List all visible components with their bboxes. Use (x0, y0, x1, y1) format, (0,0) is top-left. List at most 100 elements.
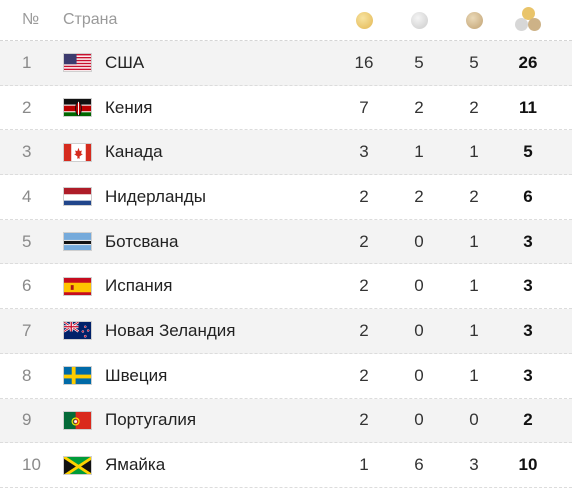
rank-cell: 1 (22, 52, 32, 72)
table-row: 1 США 16 5 5 26 (0, 41, 572, 86)
usa-flag-icon (63, 53, 92, 73)
silver-count: 1 (414, 142, 424, 162)
flag-cell (63, 309, 92, 353)
silver-column-header (399, 0, 439, 40)
table-row: 4 Нидерланды 2 2 2 6 (0, 175, 572, 220)
table-row: 9 Португалия 2 0 0 2 (0, 398, 572, 444)
table-header: № Страна (0, 0, 572, 41)
total-count: 3 (523, 365, 533, 385)
rank-cell: 4 (22, 186, 32, 206)
netherlands-flag-icon (63, 187, 92, 207)
silver-count: 6 (414, 455, 424, 475)
country-name: Испания (105, 276, 173, 296)
gold-count: 3 (359, 142, 369, 162)
bronze-count: 2 (469, 97, 479, 117)
bronze-count: 1 (469, 142, 479, 162)
bronze-count: 5 (469, 52, 479, 72)
total-count: 3 (523, 276, 533, 296)
bronze-medal-icon (465, 11, 483, 29)
table-row: 10 Ямайка 1 6 3 10 (0, 443, 572, 488)
silver-count: 5 (414, 52, 424, 72)
bronze-count: 1 (469, 276, 479, 296)
silver-count: 0 (414, 410, 424, 430)
flag-cell (63, 399, 92, 443)
canada-flag-icon (63, 142, 92, 162)
rank-cell: 3 (22, 142, 32, 162)
total-count: 11 (519, 97, 537, 117)
country-name: Новая Зеландия (105, 320, 236, 340)
silver-medal-icon (410, 11, 428, 29)
gold-count: 7 (359, 97, 369, 117)
botswana-flag-icon (63, 232, 92, 252)
flag-cell (63, 264, 92, 308)
rank-cell: 7 (22, 320, 32, 340)
total-count: 3 (523, 231, 533, 251)
gold-medal-icon (355, 11, 373, 29)
total-count: 6 (523, 186, 533, 206)
bronze-count: 1 (469, 231, 479, 251)
spain-flag-icon (63, 276, 92, 296)
rank-cell: 10 (22, 455, 41, 475)
country-name: США (105, 52, 145, 72)
bronze-count: 0 (469, 410, 479, 430)
silver-count: 0 (414, 320, 424, 340)
total-count: 2 (523, 410, 533, 430)
table-row: 2 Кения 7 2 2 11 (0, 86, 572, 131)
table-row: 5 Ботсвана 2 0 1 3 (0, 219, 572, 265)
gold-count: 2 (359, 231, 369, 251)
total-count: 5 (523, 142, 533, 162)
gold-count: 2 (359, 410, 369, 430)
country-name: Нидерланды (105, 186, 206, 206)
rank-cell: 8 (22, 365, 32, 385)
rank-cell: 6 (22, 276, 32, 296)
flag-cell (63, 41, 92, 85)
bronze-count: 1 (469, 320, 479, 340)
total-count: 26 (518, 52, 538, 72)
gold-count: 2 (359, 365, 369, 385)
bronze-count: 1 (469, 365, 479, 385)
sweden-flag-icon (63, 366, 92, 386)
portugal-flag-icon (63, 410, 92, 430)
country-name: Ямайка (105, 455, 166, 475)
rank-column-header: № (22, 11, 40, 28)
kenya-flag-icon (63, 98, 92, 118)
gold-column-header (344, 0, 384, 40)
silver-count: 2 (414, 186, 424, 206)
flag-cell (63, 443, 92, 487)
rank-cell: 5 (22, 231, 32, 251)
country-name: Португалия (105, 410, 197, 430)
country-name: Кения (105, 97, 153, 117)
table-row: 6 Испания 2 0 1 3 (0, 264, 572, 310)
country-name: Ботсвана (105, 231, 179, 251)
country-column-header: Страна (63, 11, 118, 28)
rank-cell: 2 (22, 97, 32, 117)
total-column-header (508, 0, 548, 40)
gold-count: 16 (354, 52, 374, 72)
table-row: 8 Швеция 2 0 1 3 (0, 354, 572, 399)
bronze-count: 2 (469, 186, 479, 206)
flag-cell (63, 354, 92, 398)
total-medals-icon (515, 7, 541, 33)
total-count: 10 (518, 455, 538, 475)
silver-count: 0 (414, 231, 424, 251)
new-zealand-flag-icon (63, 321, 92, 341)
country-name: Канада (105, 142, 163, 162)
gold-count: 2 (359, 276, 369, 296)
table-row: 3 Канада 3 1 1 5 (0, 130, 572, 176)
medal-table: № Страна 1 США 16 5 5 26 2 Кения 7 2 2 11 3 Канада 3 1 1… (0, 0, 572, 488)
flag-cell (63, 175, 92, 219)
bronze-column-header (454, 0, 494, 40)
table-row: 7 Новая Зеландия 2 0 1 3 (0, 309, 572, 354)
bronze-count: 3 (469, 455, 479, 475)
silver-count: 2 (414, 97, 424, 117)
gold-count: 1 (359, 455, 369, 475)
flag-cell (63, 220, 92, 264)
gold-count: 2 (359, 320, 369, 340)
flag-cell (63, 86, 92, 130)
total-count: 3 (523, 320, 533, 340)
country-name: Швеция (105, 365, 168, 385)
flag-cell (63, 130, 92, 174)
rank-cell: 9 (22, 410, 32, 430)
silver-count: 0 (414, 365, 424, 385)
silver-count: 0 (414, 276, 424, 296)
